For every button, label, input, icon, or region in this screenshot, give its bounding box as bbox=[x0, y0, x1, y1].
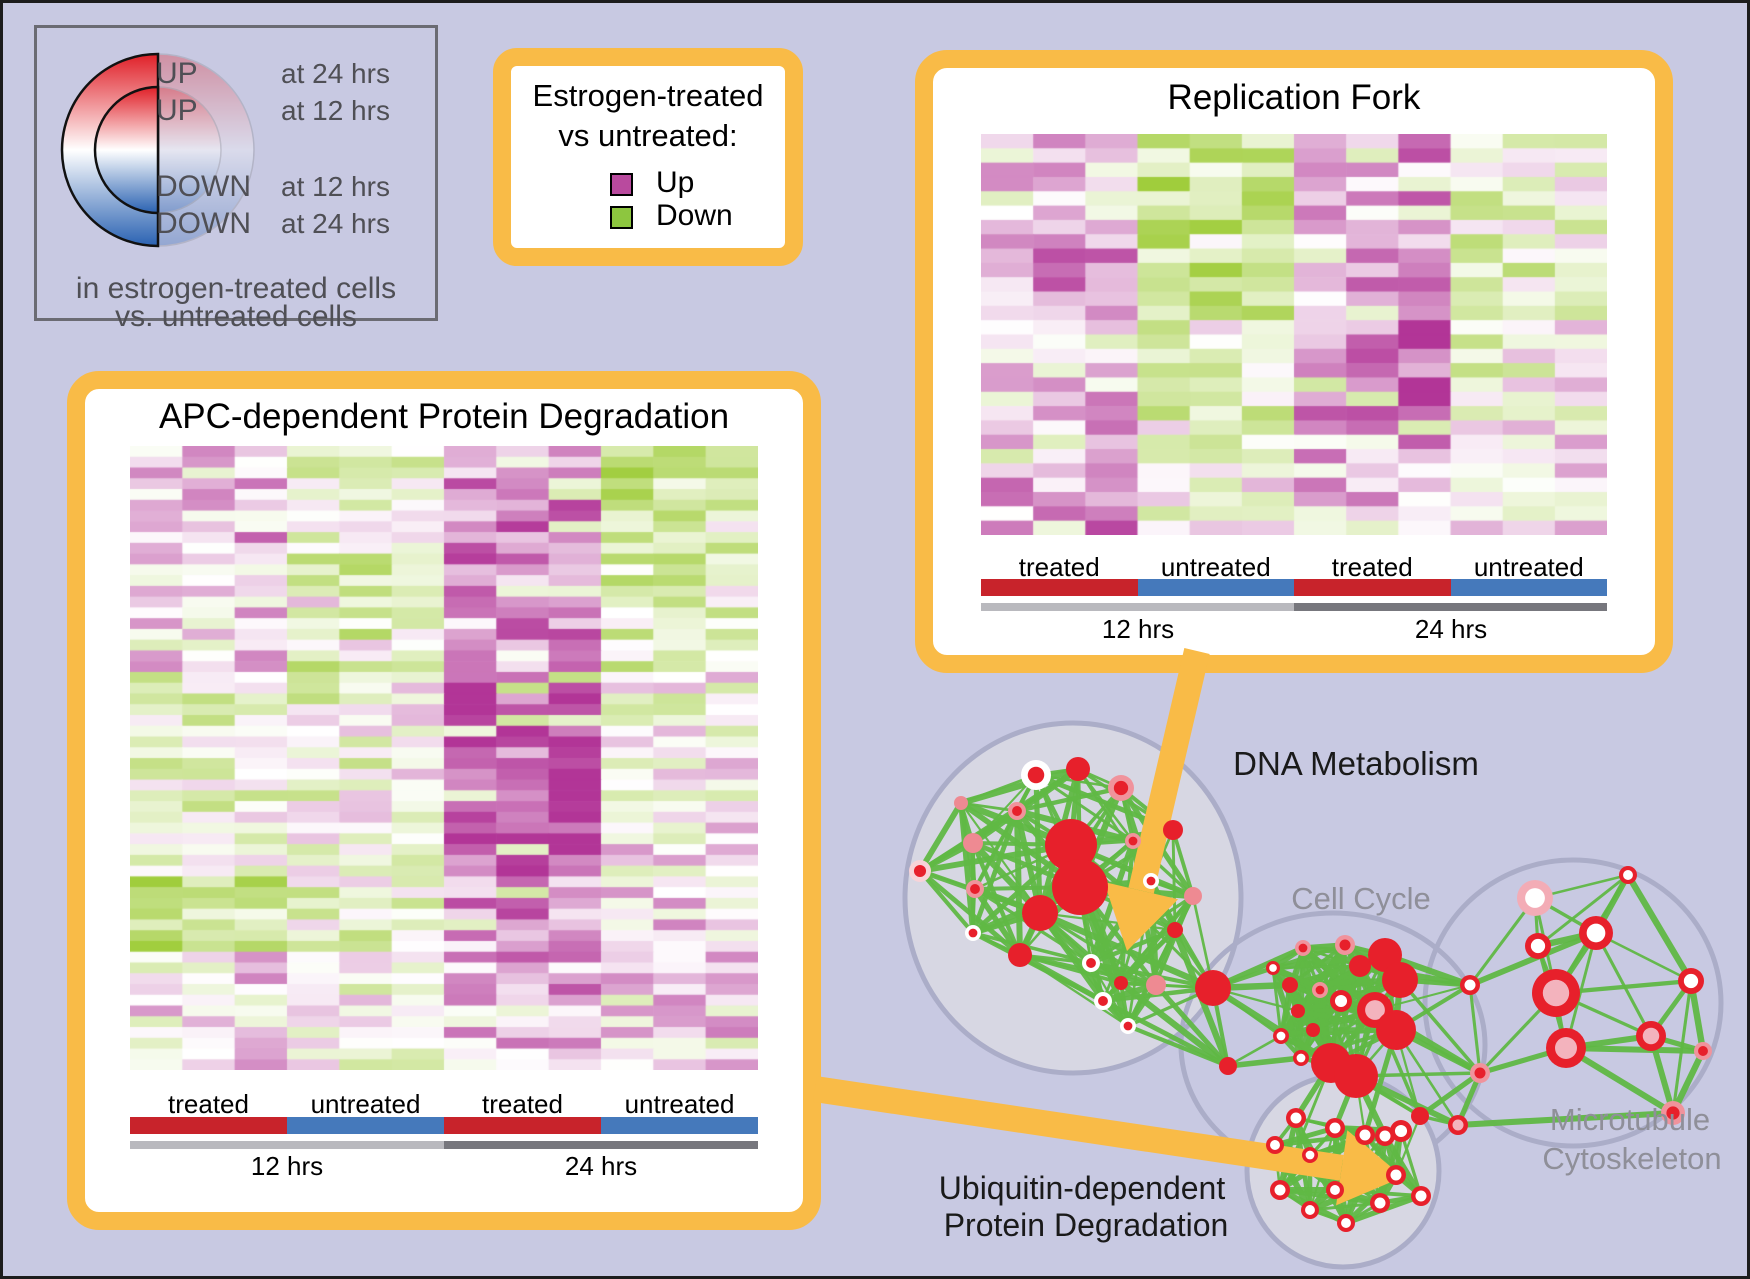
rf-heatmap bbox=[981, 134, 1607, 535]
apc-treatment-segment-0 bbox=[130, 1117, 287, 1134]
rf-time-segment-1 bbox=[1294, 603, 1607, 611]
rf-time-label: 12 hrs bbox=[1101, 614, 1175, 644]
ring-time-label: at 12 hrs bbox=[281, 171, 390, 202]
apc-group-label: untreated bbox=[310, 1089, 421, 1119]
rf-group-labels: treated untreated treated untreated bbox=[981, 552, 1607, 583]
down-label: Down bbox=[656, 199, 733, 232]
rf-treatment-segment-1 bbox=[1137, 579, 1294, 596]
apc-group-label: treated bbox=[482, 1089, 563, 1119]
cluster-label-dna: DNA Metabolism bbox=[1233, 745, 1479, 782]
updown-title-line1: Estrogen-treated bbox=[532, 78, 764, 113]
ring-direction-label: UP bbox=[156, 57, 198, 90]
down-color-swatch bbox=[610, 206, 633, 229]
rf-group-label: untreated bbox=[1473, 552, 1584, 582]
gradient-ring-legend: UP at 24 hrs UP at 12 hrs DOWN at 12 hrs DOWN a… bbox=[34, 25, 438, 333]
cluster-label-ubiquitin: Ubiquitin-dependent bbox=[939, 1170, 1226, 1206]
cluster-label-microtubule: Microtubule bbox=[1550, 1102, 1710, 1137]
apc-panel-title: APC-dependent Protein Degradation bbox=[158, 397, 730, 436]
updown-title-line2: vs untreated: bbox=[558, 118, 738, 153]
estrogen-updown-legend: Estrogen-treated vs untreated: Up Down bbox=[493, 48, 803, 266]
rf-time-label: 24 hrs bbox=[1414, 614, 1488, 644]
rf-treatment-segment-2 bbox=[1294, 579, 1451, 596]
apc-treatment-colorbar bbox=[130, 1117, 758, 1134]
apc-time-segment-0 bbox=[130, 1141, 444, 1149]
ring-direction-label: DOWN bbox=[156, 170, 251, 203]
rf-time-segment-0 bbox=[981, 603, 1294, 611]
rf-group-label: treated bbox=[1018, 552, 1100, 582]
apc-group-label: untreated bbox=[624, 1089, 735, 1119]
rf-treatment-segment-3 bbox=[1450, 579, 1607, 596]
ring-time-label: at 12 hrs bbox=[281, 95, 390, 126]
apc-group-label: treated bbox=[168, 1089, 249, 1119]
apc-time-colorbar bbox=[130, 1141, 758, 1149]
apc-treatment-segment-1 bbox=[287, 1117, 444, 1134]
apc-heatmap bbox=[130, 446, 758, 1070]
cluster-label-microtubule: Cytoskeleton bbox=[1542, 1141, 1721, 1176]
annotation-arrow-2 bbox=[813, 1076, 1403, 1206]
replication-fork-panel: Replication Fork treated untreated treated… bbox=[915, 50, 1673, 673]
rf-treatment-colorbar bbox=[981, 579, 1607, 596]
ring-direction-label: DOWN bbox=[156, 207, 251, 240]
legend-caption-line2: vs. untreated cells bbox=[115, 300, 357, 333]
apc-group-labels: treated untreated treated untreated bbox=[130, 1089, 758, 1120]
legend-caption-line1: in estrogen-treated cells bbox=[75, 272, 397, 305]
network-nodes bbox=[909, 757, 1712, 1232]
apc-treatment-segment-2 bbox=[444, 1117, 601, 1134]
up-label: Up bbox=[656, 166, 695, 199]
rf-treatment-segment-0 bbox=[981, 579, 1138, 596]
apc-heatmap-panel: APC-dependent Protein Degradation treate… bbox=[67, 371, 821, 1230]
ring-time-label: at 24 hrs bbox=[281, 208, 390, 239]
cluster-label-cellcycle: Cell Cycle bbox=[1291, 881, 1431, 916]
rf-time-labels: 12 hrs 24 hrs bbox=[981, 614, 1607, 646]
gene-network-graph: DNA Metabolism Cell Cycle Microtubule Cytos… bbox=[813, 648, 1724, 1270]
rf-time-colorbar bbox=[981, 603, 1607, 611]
apc-time-label: 12 hrs bbox=[250, 1151, 324, 1181]
up-color-swatch bbox=[610, 173, 633, 196]
ring-time-label: at 24 hrs bbox=[281, 58, 390, 89]
ring-direction-label: UP bbox=[156, 94, 198, 127]
apc-time-label: 24 hrs bbox=[564, 1151, 638, 1181]
updown-item-up: Up bbox=[511, 166, 785, 200]
cluster-label-ubiquitin: Protein Degradation bbox=[944, 1207, 1229, 1243]
apc-time-labels: 12 hrs 24 hrs bbox=[130, 1151, 758, 1183]
rf-panel-title: Replication Fork bbox=[1167, 78, 1421, 117]
rf-group-label: untreated bbox=[1160, 552, 1271, 582]
annotation-arrow-1 bbox=[1104, 648, 1210, 951]
apc-treatment-segment-3 bbox=[601, 1117, 758, 1134]
apc-time-segment-1 bbox=[444, 1141, 758, 1149]
updown-item-down: Down bbox=[511, 199, 785, 233]
updown-gradient-rings-icon bbox=[60, 52, 255, 248]
rf-group-label: treated bbox=[1331, 552, 1413, 582]
